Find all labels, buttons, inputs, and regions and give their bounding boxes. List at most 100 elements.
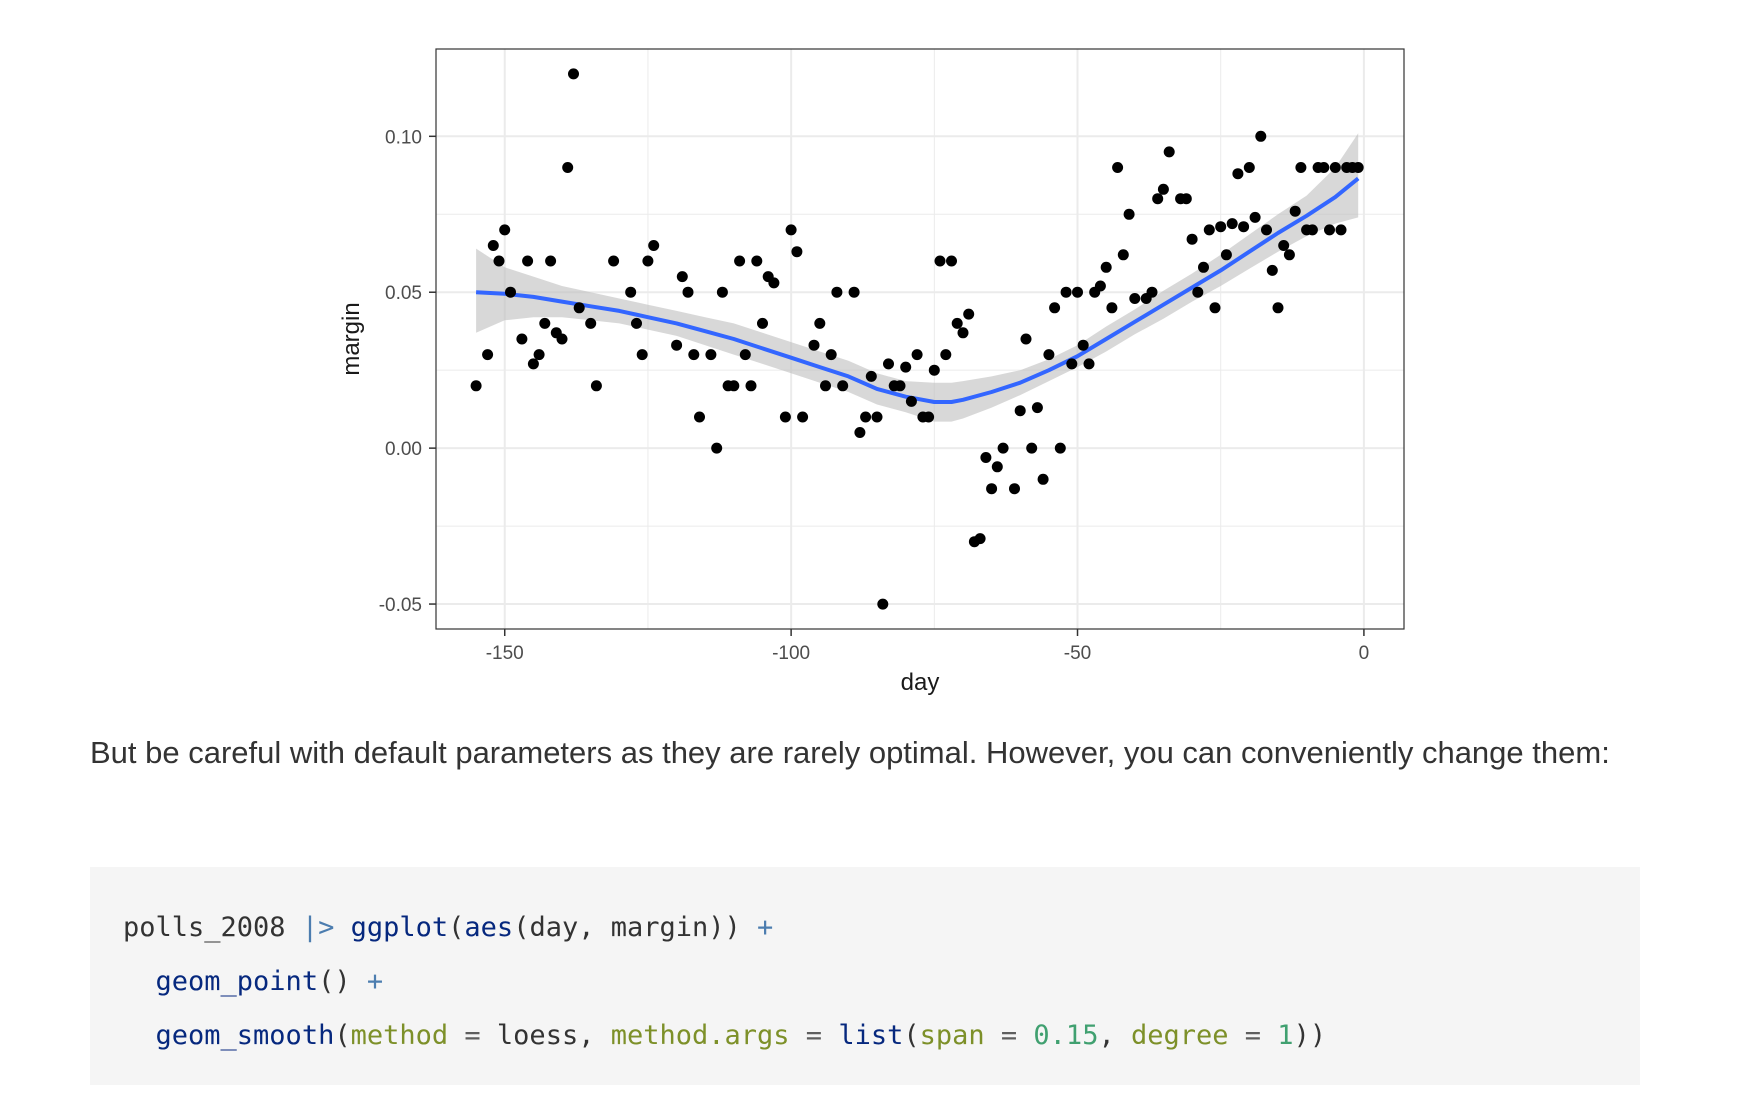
axes: -150 -100 -50 0 -0.05 0.00 0.05 0.10 (379, 127, 1370, 664)
data-point (527, 358, 539, 370)
code-token: aes (464, 912, 514, 943)
data-point (642, 255, 654, 267)
data-point (590, 380, 602, 392)
data-point (946, 255, 957, 267)
code-token: geom_point (155, 966, 319, 997)
data-point (831, 286, 843, 298)
code-token: ggplot (350, 912, 449, 943)
x-tick-label: -100 (772, 643, 810, 664)
code-token: degree (1130, 1020, 1229, 1051)
data-point (1324, 224, 1335, 236)
data-point (1261, 224, 1272, 236)
grid-lines (436, 49, 1404, 629)
code-line-3: geom_smooth(method = loess, method.args … (123, 1009, 1640, 1063)
data-point (751, 255, 763, 267)
code-block: polls_2008 |> ggplot(aes(day, margin)) +… (90, 867, 1640, 1085)
code-token: () (318, 966, 367, 997)
data-point (1198, 261, 1209, 273)
data-point (1295, 162, 1307, 173)
data-point (900, 361, 912, 373)
data-point (991, 461, 1003, 473)
data-point (1031, 402, 1043, 414)
data-point (1163, 146, 1175, 158)
data-point (568, 68, 579, 80)
code-token: loess, (496, 1020, 611, 1051)
data-point (482, 349, 494, 361)
code-token: + (366, 966, 384, 997)
data-point (905, 395, 917, 407)
code-indent (123, 966, 156, 997)
data-point (779, 411, 791, 423)
data-point (1232, 168, 1244, 180)
code-token: 0.15 (1033, 1020, 1099, 1051)
data-point (1043, 349, 1055, 361)
y-tick-label: 0.10 (385, 127, 422, 148)
code-token: span (919, 1020, 985, 1051)
x-tick-label: 0 (1359, 643, 1370, 664)
data-point (1335, 224, 1347, 236)
data-point (1220, 249, 1232, 261)
code-token: = (1228, 1020, 1278, 1051)
data-point (505, 286, 516, 298)
code-token: method.args (610, 1020, 790, 1051)
data-point (1054, 442, 1066, 454)
data-point (1072, 286, 1083, 298)
data-point (676, 271, 688, 283)
y-tick-label: 0.00 (385, 439, 422, 460)
data-point (636, 349, 648, 361)
data-point (791, 246, 803, 258)
data-point (573, 302, 585, 314)
data-point (980, 452, 992, 463)
y-tick-label: 0.05 (385, 283, 422, 304)
data-point (470, 380, 482, 392)
data-point (562, 162, 574, 173)
data-points-layer (470, 68, 1364, 610)
data-point (688, 349, 700, 361)
data-point (974, 533, 986, 545)
data-point (1100, 261, 1112, 273)
data-point (1352, 162, 1364, 173)
code-token: , (1098, 1020, 1131, 1051)
data-point (1180, 193, 1192, 205)
data-point (631, 317, 642, 329)
data-point (957, 327, 969, 339)
data-point (1306, 224, 1318, 236)
data-point (871, 411, 883, 423)
code-token: )) (1293, 1020, 1327, 1051)
data-point (785, 224, 797, 236)
data-point (1094, 280, 1106, 292)
code-token: list (838, 1020, 904, 1051)
data-point (1152, 193, 1164, 205)
data-point (1186, 233, 1198, 245)
data-point (1209, 302, 1221, 314)
data-point (556, 333, 568, 345)
data-point (1215, 221, 1227, 233)
data-point (894, 380, 906, 392)
data-point (848, 286, 860, 298)
data-point (539, 317, 551, 329)
data-point (1077, 339, 1089, 351)
data-point (1026, 442, 1038, 454)
y-tick-label: -0.05 (379, 595, 422, 616)
data-point (487, 240, 499, 251)
data-point (1009, 483, 1020, 495)
data-point (585, 317, 597, 329)
code-token: |> (301, 912, 335, 943)
data-point (934, 255, 946, 267)
data-point (533, 349, 545, 361)
data-point (928, 364, 940, 376)
data-point (1226, 218, 1238, 230)
data-point (986, 483, 998, 495)
data-point (1243, 162, 1255, 173)
data-point (1266, 264, 1278, 276)
data-point (711, 442, 723, 454)
data-point (608, 255, 620, 267)
code-token: = (984, 1020, 1034, 1051)
data-point (825, 349, 837, 361)
data-point (951, 317, 963, 329)
code-indent (123, 1020, 156, 1051)
data-point (1255, 130, 1267, 142)
data-point (1238, 221, 1250, 233)
data-point (1157, 183, 1169, 195)
data-point (757, 317, 768, 329)
